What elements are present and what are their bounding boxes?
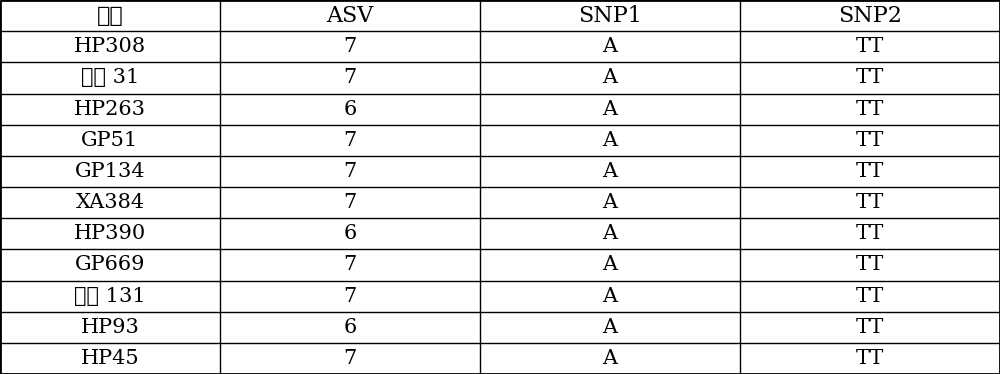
Text: 龙糳 31: 龙糳 31 (81, 68, 139, 88)
Text: 7: 7 (343, 162, 357, 181)
Text: TT: TT (856, 131, 884, 150)
Text: A: A (602, 193, 618, 212)
Text: A: A (602, 99, 618, 119)
Text: 7: 7 (343, 37, 357, 56)
Text: 6: 6 (343, 99, 357, 119)
Text: A: A (602, 131, 618, 150)
Text: 6: 6 (343, 224, 357, 243)
Text: 6: 6 (343, 318, 357, 337)
Text: TT: TT (856, 349, 884, 368)
Text: HP93: HP93 (81, 318, 139, 337)
Text: TT: TT (856, 162, 884, 181)
Text: SNP2: SNP2 (838, 4, 902, 27)
Text: GP134: GP134 (75, 162, 145, 181)
Text: A: A (602, 318, 618, 337)
Text: 空育 131: 空育 131 (74, 286, 146, 306)
Text: HP390: HP390 (74, 224, 146, 243)
Text: ASV: ASV (326, 4, 374, 27)
Text: A: A (602, 162, 618, 181)
Text: TT: TT (856, 286, 884, 306)
Text: HP45: HP45 (81, 349, 139, 368)
Text: GP669: GP669 (75, 255, 145, 275)
Text: TT: TT (856, 255, 884, 275)
Text: A: A (602, 37, 618, 56)
Text: TT: TT (856, 224, 884, 243)
Text: 7: 7 (343, 193, 357, 212)
Text: 7: 7 (343, 131, 357, 150)
Text: TT: TT (856, 193, 884, 212)
Text: TT: TT (856, 37, 884, 56)
Text: SNP1: SNP1 (578, 4, 642, 27)
Text: 7: 7 (343, 286, 357, 306)
Text: A: A (602, 68, 618, 88)
Text: 7: 7 (343, 255, 357, 275)
Text: TT: TT (856, 318, 884, 337)
Text: XA384: XA384 (75, 193, 145, 212)
Text: 品种: 品种 (97, 4, 123, 27)
Text: A: A (602, 224, 618, 243)
Text: HP263: HP263 (74, 99, 146, 119)
Text: TT: TT (856, 99, 884, 119)
Text: HP308: HP308 (74, 37, 146, 56)
Text: TT: TT (856, 68, 884, 88)
Text: GP51: GP51 (81, 131, 139, 150)
Text: 7: 7 (343, 349, 357, 368)
Text: A: A (602, 286, 618, 306)
Text: A: A (602, 255, 618, 275)
Text: A: A (602, 349, 618, 368)
Text: 7: 7 (343, 68, 357, 88)
